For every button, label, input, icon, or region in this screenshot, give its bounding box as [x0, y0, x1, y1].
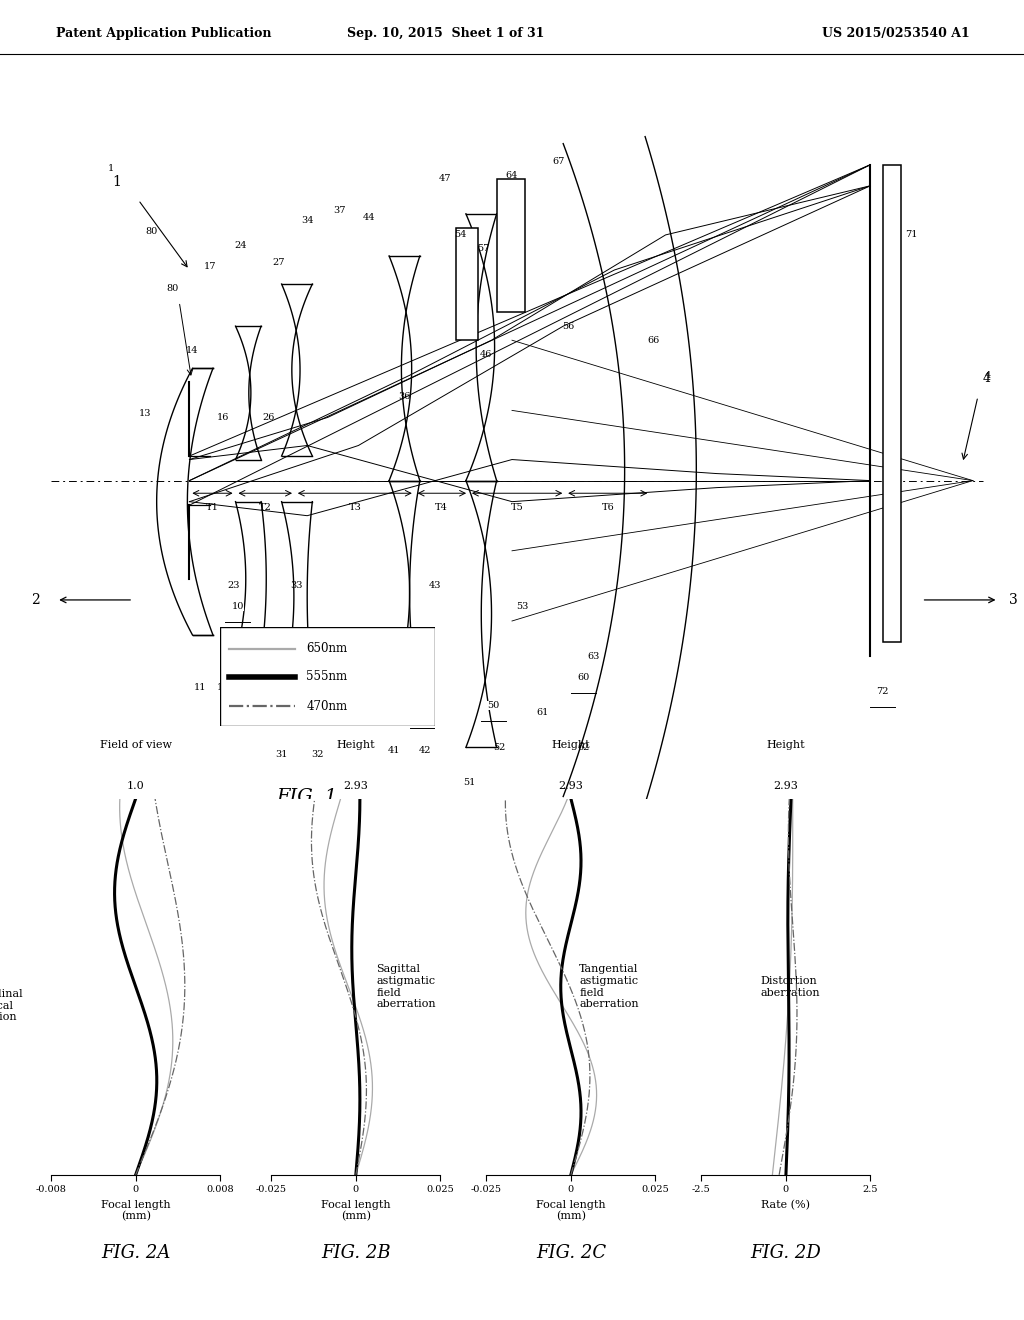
X-axis label: Focal length
(mm): Focal length (mm)	[537, 1200, 605, 1222]
Text: 36: 36	[398, 392, 411, 401]
Text: 52: 52	[494, 743, 506, 752]
Text: US 2015/0253540 A1: US 2015/0253540 A1	[822, 26, 970, 40]
Text: 32: 32	[311, 750, 324, 759]
Text: 23: 23	[227, 581, 240, 590]
Text: 555nm: 555nm	[306, 671, 347, 682]
Text: T5: T5	[511, 503, 523, 512]
Text: 44: 44	[362, 213, 375, 222]
Text: 3: 3	[1010, 593, 1018, 607]
Bar	[456, 228, 478, 341]
Text: 1: 1	[108, 164, 114, 173]
Text: 34: 34	[301, 216, 313, 226]
Text: 41: 41	[388, 746, 400, 755]
Text: 72: 72	[877, 686, 889, 696]
Text: 46: 46	[480, 350, 493, 359]
Text: 66: 66	[647, 335, 659, 345]
Text: FIG. 2D: FIG. 2D	[751, 1243, 821, 1262]
Text: 4: 4	[985, 371, 991, 380]
Text: Distortion
aberration: Distortion aberration	[761, 975, 820, 998]
Text: 1.0: 1.0	[127, 781, 144, 791]
Text: Height: Height	[337, 739, 375, 750]
Text: 13: 13	[139, 409, 152, 418]
Text: 51: 51	[463, 777, 475, 787]
Text: 37: 37	[334, 206, 346, 215]
Text: 26: 26	[262, 413, 274, 422]
Text: Tangential
astigmatic
field
aberration: Tangential astigmatic field aberration	[580, 965, 639, 1008]
Text: 11: 11	[194, 684, 206, 692]
Text: 57: 57	[477, 244, 489, 253]
Bar	[883, 165, 901, 642]
Text: 80: 80	[166, 284, 178, 293]
Text: Sep. 10, 2015  Sheet 1 of 31: Sep. 10, 2015 Sheet 1 of 31	[347, 26, 544, 40]
Text: 47: 47	[439, 174, 452, 183]
Text: 650nm: 650nm	[306, 643, 347, 655]
Text: 30: 30	[307, 673, 319, 681]
Text: 56: 56	[562, 322, 574, 330]
Text: 53: 53	[516, 602, 528, 611]
Text: 2.93: 2.93	[558, 781, 584, 791]
Text: 42: 42	[419, 746, 431, 755]
Text: 31: 31	[275, 750, 288, 759]
Text: 24: 24	[234, 242, 247, 249]
Text: 43: 43	[429, 581, 441, 590]
Text: 14: 14	[186, 346, 199, 355]
Text: 63: 63	[588, 652, 600, 660]
Text: Patent Application Publication: Patent Application Publication	[56, 26, 271, 40]
Text: Sagittal
astigmatic
field
aberration: Sagittal astigmatic field aberration	[376, 965, 436, 1008]
Text: FIG. 2A: FIG. 2A	[101, 1243, 170, 1262]
Text: 21: 21	[227, 715, 240, 723]
Text: 54: 54	[455, 231, 467, 239]
Text: 61: 61	[537, 708, 549, 717]
Text: 60: 60	[578, 673, 590, 681]
Text: Field of view: Field of view	[99, 739, 172, 750]
Text: Height: Height	[767, 739, 805, 750]
Text: Height: Height	[552, 739, 590, 750]
Text: 17: 17	[204, 261, 216, 271]
Text: 16: 16	[217, 413, 229, 422]
Text: 10: 10	[231, 602, 244, 611]
Text: FIG. 1: FIG. 1	[276, 788, 338, 805]
Text: FIG. 2C: FIG. 2C	[536, 1243, 606, 1262]
Text: 80: 80	[145, 227, 158, 236]
Text: T6: T6	[602, 503, 614, 512]
Text: Longitudinal
spherical
aberration: Longitudinal spherical aberration	[0, 989, 23, 1022]
Text: 67: 67	[552, 157, 564, 166]
Text: 64: 64	[506, 170, 518, 180]
Text: 2.93: 2.93	[773, 781, 799, 791]
Text: 20: 20	[252, 631, 264, 640]
Text: 22: 22	[262, 715, 274, 723]
X-axis label: Rate (%): Rate (%)	[762, 1200, 810, 1210]
X-axis label: Focal length
(mm): Focal length (mm)	[322, 1200, 390, 1222]
Text: T3: T3	[349, 503, 361, 512]
Text: T1: T1	[206, 503, 218, 512]
Text: FIG. 2B: FIG. 2B	[322, 1243, 390, 1262]
Text: 27: 27	[272, 259, 285, 268]
Text: 40: 40	[416, 708, 428, 717]
Text: 33: 33	[291, 581, 303, 590]
Text: 71: 71	[905, 231, 918, 239]
Text: 4: 4	[983, 372, 991, 385]
Text: 12: 12	[217, 684, 229, 692]
Bar	[497, 178, 525, 312]
Text: 62: 62	[578, 743, 590, 752]
Text: 2.93: 2.93	[343, 781, 369, 791]
Text: T2: T2	[259, 503, 271, 512]
Text: 50: 50	[487, 701, 500, 710]
Text: 2: 2	[32, 593, 40, 607]
Text: 1: 1	[113, 174, 122, 189]
Text: 470nm: 470nm	[306, 700, 347, 713]
Text: T4: T4	[435, 503, 447, 512]
X-axis label: Focal length
(mm): Focal length (mm)	[101, 1200, 170, 1222]
